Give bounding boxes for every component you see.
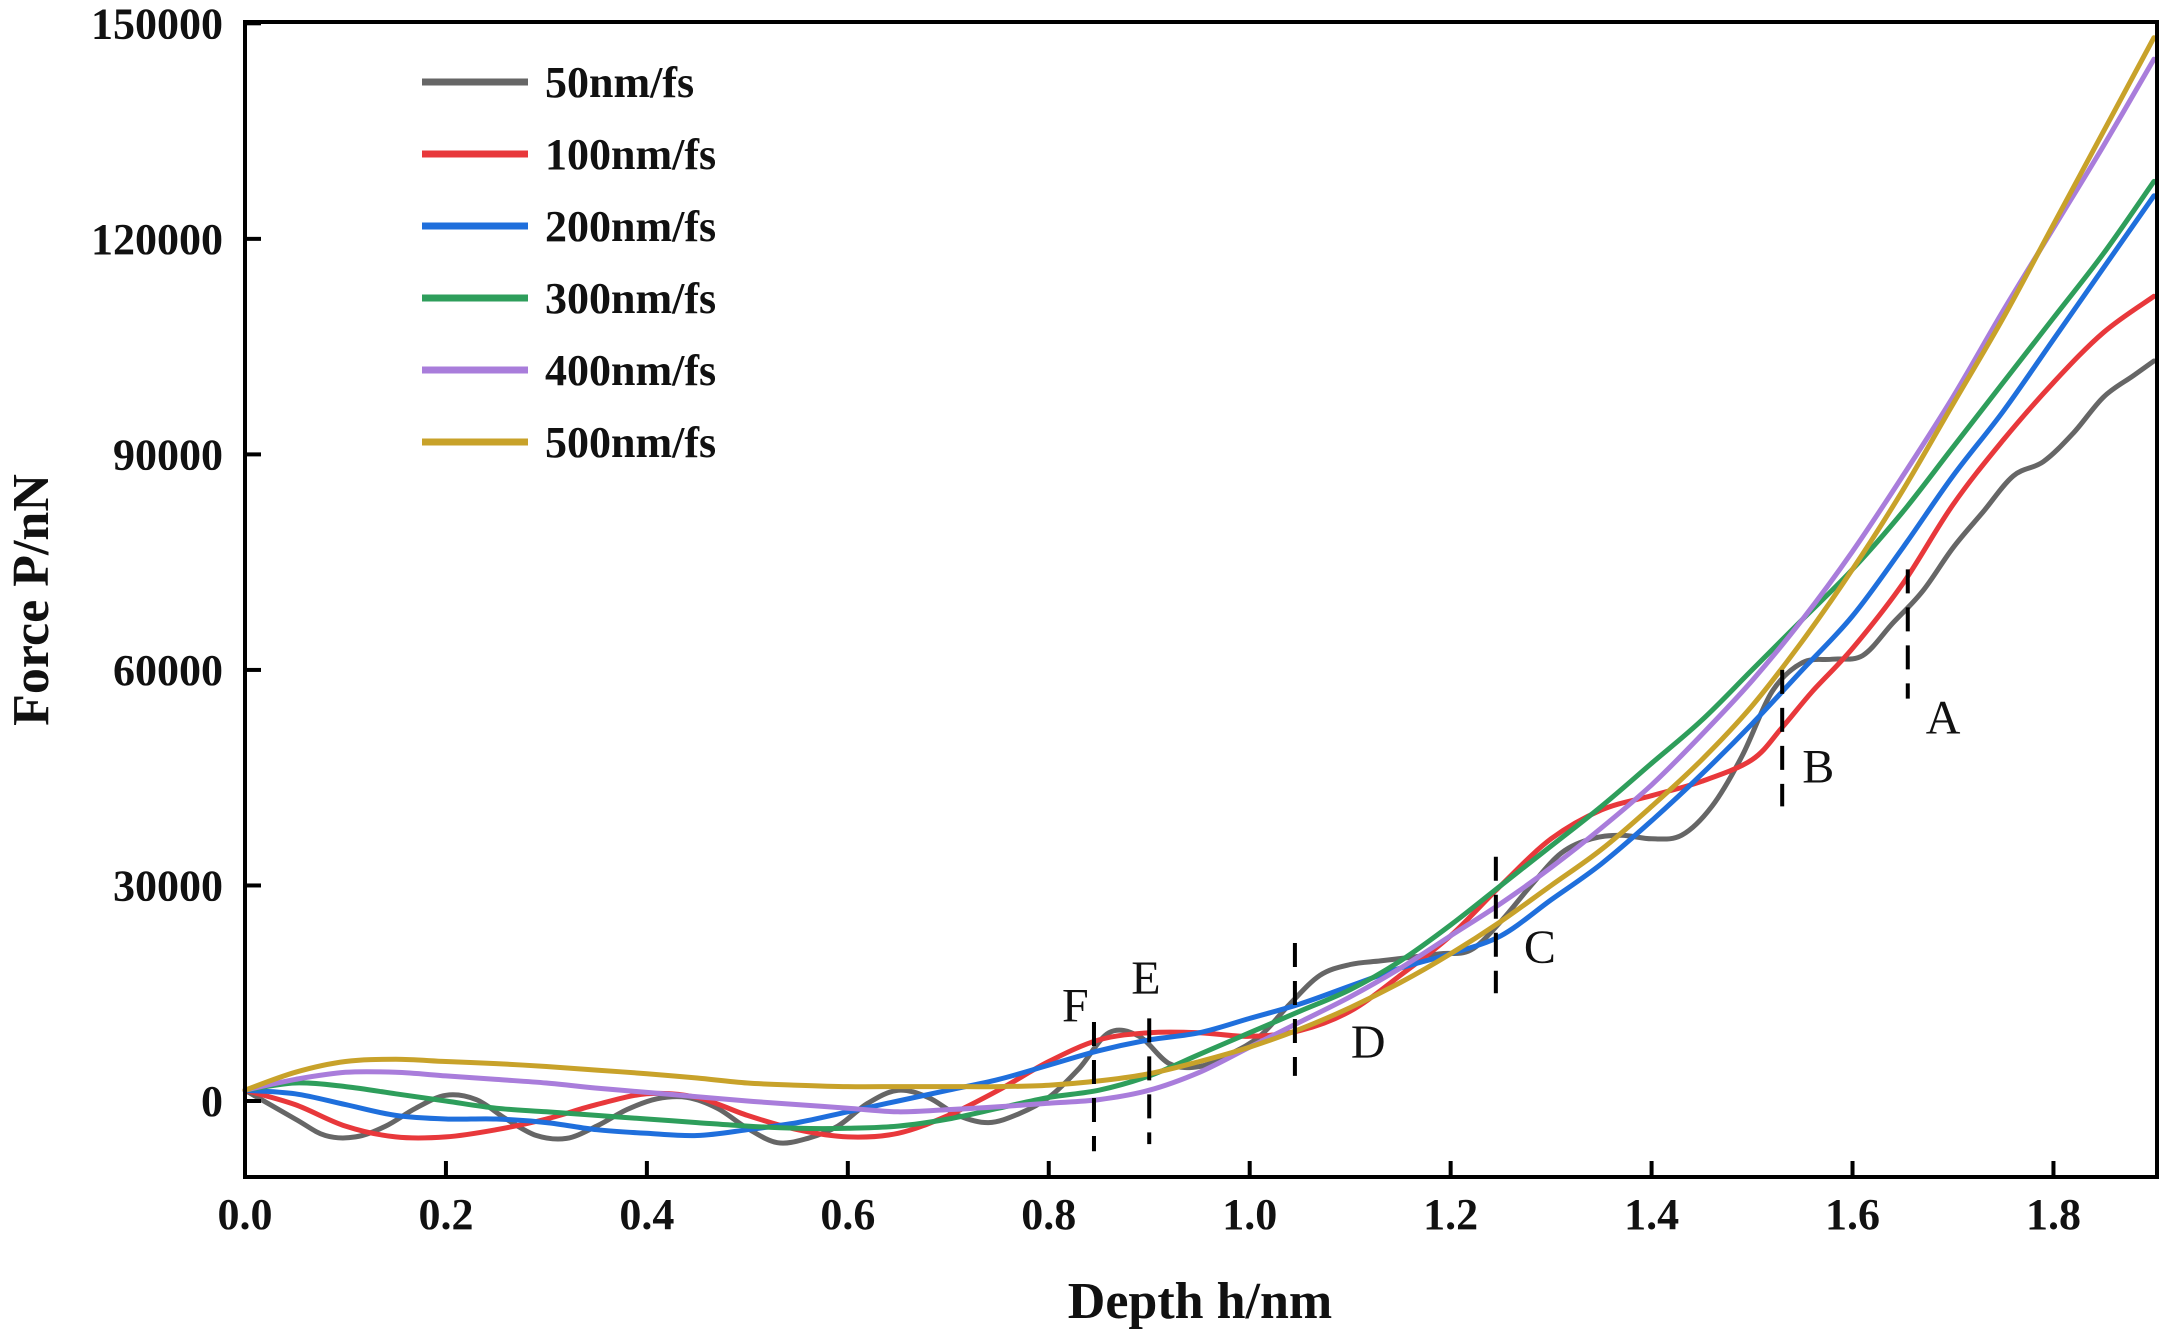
marker-label-e: E bbox=[1131, 952, 1160, 1005]
marker-label-b: B bbox=[1802, 740, 1834, 793]
x-tick-label: 0.6 bbox=[820, 1190, 875, 1239]
x-tick-label: 1.2 bbox=[1423, 1190, 1478, 1239]
x-tick-label: 0.8 bbox=[1021, 1190, 1076, 1239]
legend: 50nm/fs 100nm/fs 200nm/fs 300nm/fs 400nm/fs 5… bbox=[422, 58, 716, 467]
marker-label-a: A bbox=[1926, 692, 1961, 745]
x-axis: 0.0 0.2 0.4 0.6 0.8 1.0 1.2 1.4 1.6 1.8 bbox=[218, 1161, 2081, 1239]
series-line-300nm-fs bbox=[242, 178, 2157, 1132]
x-tick-label: 0.4 bbox=[619, 1190, 674, 1239]
legend-label: 500nm/fs bbox=[545, 418, 716, 467]
x-tick-label: 1.8 bbox=[2026, 1190, 2081, 1239]
y-tick-label: 0 bbox=[201, 1077, 223, 1126]
y-tick-label: 150000 bbox=[91, 0, 223, 48]
y-tick-label: 90000 bbox=[113, 430, 223, 479]
x-tick-label: 0.2 bbox=[418, 1190, 473, 1239]
annotation-layer: A B C D EF bbox=[1062, 569, 1961, 1152]
series-line-200nm-fs bbox=[242, 193, 2157, 1139]
x-axis-title: Depth h/nm bbox=[1068, 1273, 1332, 1330]
y-tick-label: 60000 bbox=[113, 646, 223, 695]
series-line-50nm-fs bbox=[242, 358, 2157, 1146]
y-axis: 0 30000 60000 90000 120000 150000 bbox=[91, 0, 261, 1126]
y-tick-label: 120000 bbox=[91, 215, 223, 264]
series-line-500nm-fs bbox=[242, 35, 2157, 1093]
series-layer bbox=[242, 35, 2157, 1146]
marker-label-d: D bbox=[1351, 1016, 1386, 1069]
y-axis-title: Force P/nN bbox=[3, 474, 60, 726]
series-line-100nm-fs bbox=[242, 293, 2157, 1141]
x-tick-label: 1.4 bbox=[1624, 1190, 1679, 1239]
plot-frame bbox=[243, 20, 2159, 1179]
marker-label-f: F bbox=[1062, 979, 1089, 1032]
legend-label: 200nm/fs bbox=[545, 202, 716, 251]
legend-label: 100nm/fs bbox=[545, 130, 716, 179]
x-tick-label: 1.6 bbox=[1825, 1190, 1880, 1239]
legend-label: 400nm/fs bbox=[545, 346, 716, 395]
marker-label-c: C bbox=[1524, 921, 1556, 974]
x-tick-label: 0.0 bbox=[218, 1190, 273, 1239]
legend-label: 300nm/fs bbox=[545, 274, 716, 323]
legend-label: 50nm/fs bbox=[545, 58, 694, 107]
series-line-400nm-fs bbox=[242, 56, 2157, 1115]
y-tick-label: 30000 bbox=[113, 861, 223, 910]
x-tick-label: 1.0 bbox=[1222, 1190, 1277, 1239]
